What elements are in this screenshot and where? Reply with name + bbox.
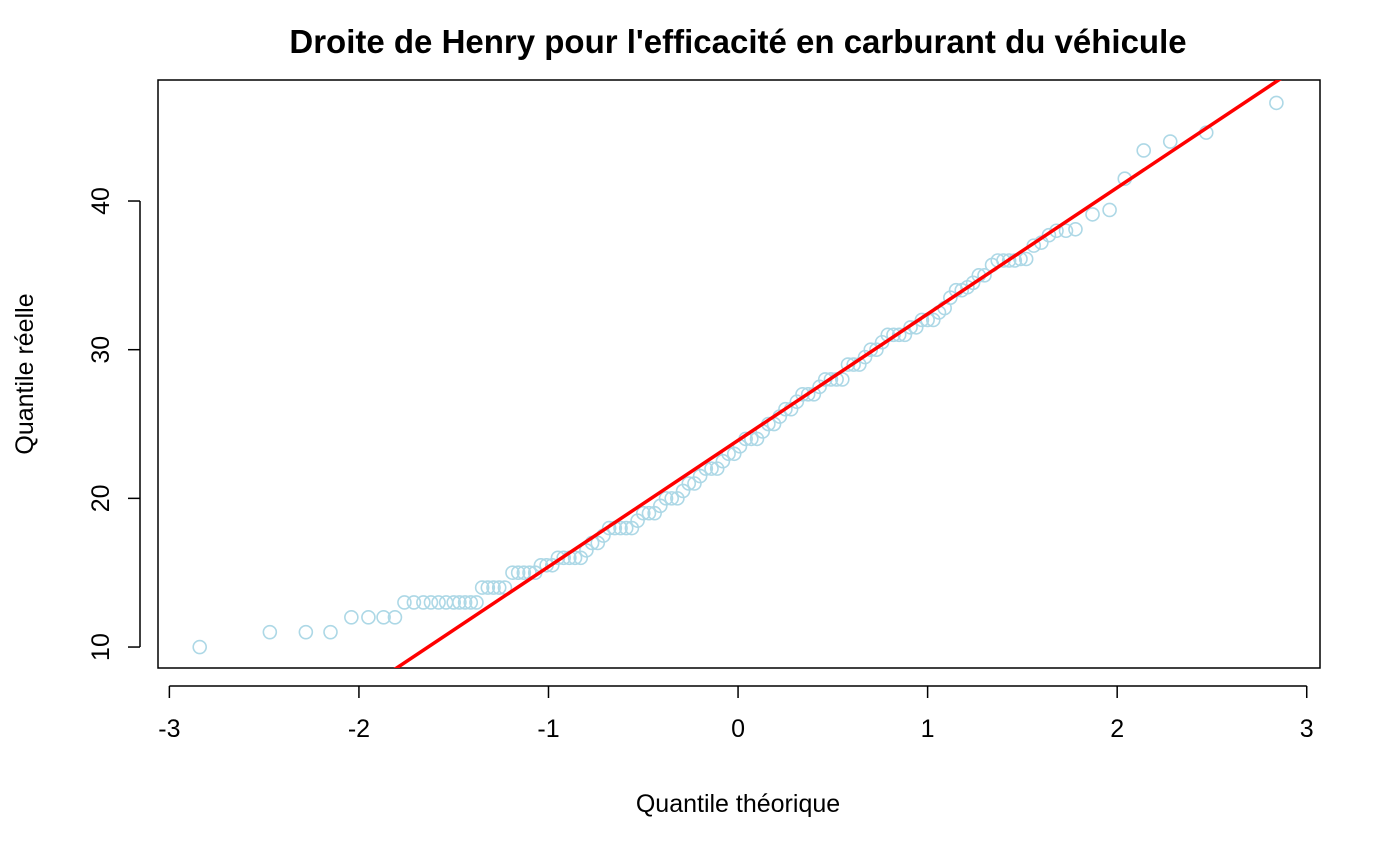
- point: [416, 595, 431, 610]
- x-tick-label: 2: [1110, 715, 1124, 743]
- plot-frame: [157, 79, 1321, 669]
- point: [376, 610, 391, 625]
- point: [641, 505, 657, 521]
- point: [613, 520, 628, 536]
- point: [457, 595, 473, 610]
- y-axis-title: Quantile réelle: [11, 293, 39, 454]
- point: [664, 491, 680, 506]
- point: [323, 624, 338, 640]
- point: [262, 624, 278, 640]
- point: [618, 520, 634, 536]
- x-tick-label: 1: [921, 715, 935, 743]
- point: [658, 491, 674, 506]
- point: [1068, 221, 1083, 237]
- point: [397, 595, 412, 610]
- point: [1102, 202, 1117, 218]
- x-tick-label: -2: [348, 715, 370, 743]
- x-tick-label: -1: [537, 715, 559, 743]
- point: [474, 580, 490, 595]
- y-tick-label: 10: [87, 633, 115, 661]
- point: [344, 610, 359, 625]
- point: [298, 624, 314, 640]
- point: [977, 268, 992, 283]
- point: [891, 327, 907, 343]
- point: [486, 580, 501, 595]
- point: [886, 327, 901, 343]
- point: [567, 550, 583, 566]
- point: [469, 595, 484, 610]
- x-tick-label: -3: [158, 715, 180, 743]
- point: [846, 357, 861, 372]
- chart-title: Droite de Henry pour l'efficacité en car…: [289, 23, 1186, 60]
- point: [800, 386, 816, 402]
- point: [635, 505, 651, 521]
- point: [1162, 134, 1178, 149]
- x-tick-label: 0: [731, 715, 745, 743]
- point: [361, 610, 376, 625]
- point: [446, 595, 462, 610]
- x-tick-label: 3: [1300, 715, 1314, 743]
- point: [601, 520, 617, 536]
- point: [431, 595, 446, 610]
- point: [1001, 253, 1017, 268]
- point: [1269, 95, 1284, 111]
- point: [1041, 227, 1057, 243]
- plot-area: [192, 80, 1284, 668]
- point: [452, 595, 467, 610]
- y-tick-label: 20: [87, 484, 115, 512]
- point: [681, 476, 697, 491]
- y-tick-label: 30: [87, 336, 115, 364]
- point: [556, 550, 571, 566]
- point: [480, 580, 496, 595]
- point: [1085, 207, 1100, 222]
- point: [423, 595, 439, 610]
- reference-line: [393, 80, 1282, 668]
- x-axis-title: Quantile théorique: [636, 790, 840, 818]
- point: [704, 461, 719, 476]
- point: [387, 610, 403, 625]
- point: [510, 565, 526, 581]
- point: [914, 312, 930, 328]
- point: [903, 320, 918, 335]
- y-tick-label: 40: [87, 187, 115, 215]
- point: [406, 595, 422, 610]
- point: [505, 565, 520, 581]
- point: [438, 595, 454, 610]
- point: [823, 372, 839, 387]
- point: [491, 580, 507, 595]
- point: [1058, 223, 1074, 239]
- point: [778, 401, 793, 417]
- point: [192, 639, 208, 655]
- point: [516, 565, 532, 581]
- point: [1136, 143, 1152, 158]
- point: [463, 595, 479, 610]
- point: [1018, 251, 1034, 267]
